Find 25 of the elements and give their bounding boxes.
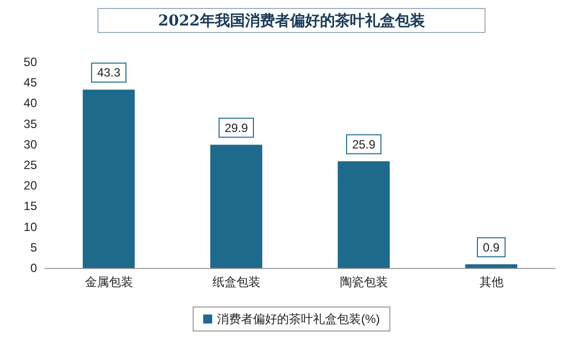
chart-title: 2022年我国消费者偏好的茶叶礼盒包装 (158, 12, 425, 30)
data-label: 25.9 (352, 137, 376, 152)
legend-label: 消费者偏好的茶叶礼盒包装(%) (217, 312, 380, 326)
bar (210, 144, 262, 268)
x-tick-label: 金属包装 (84, 275, 133, 289)
bar (465, 264, 518, 268)
y-tick-label: 35 (24, 116, 38, 131)
y-tick-label: 25 (24, 158, 38, 172)
y-tick-label: 30 (24, 137, 38, 152)
y-tick-label: 5 (30, 240, 38, 254)
y-tick-label: 20 (24, 178, 38, 193)
data-label: 0.9 (482, 240, 500, 254)
data-label: 29.9 (224, 120, 248, 135)
y-tick-label: 0 (30, 261, 38, 275)
y-tick-label: 45 (24, 76, 38, 90)
y-tick-label: 10 (24, 220, 38, 234)
x-tick-label: 其他 (479, 275, 504, 289)
x-tick-label: 陶瓷包装 (340, 275, 388, 289)
x-tick-label: 纸盒包装 (212, 275, 260, 289)
y-tick-label: 50 (24, 55, 38, 69)
y-tick-label: 15 (24, 199, 38, 214)
data-label: 43.3 (97, 66, 121, 80)
y-tick-label: 40 (24, 96, 38, 110)
bar (82, 90, 135, 268)
bar (338, 161, 390, 268)
